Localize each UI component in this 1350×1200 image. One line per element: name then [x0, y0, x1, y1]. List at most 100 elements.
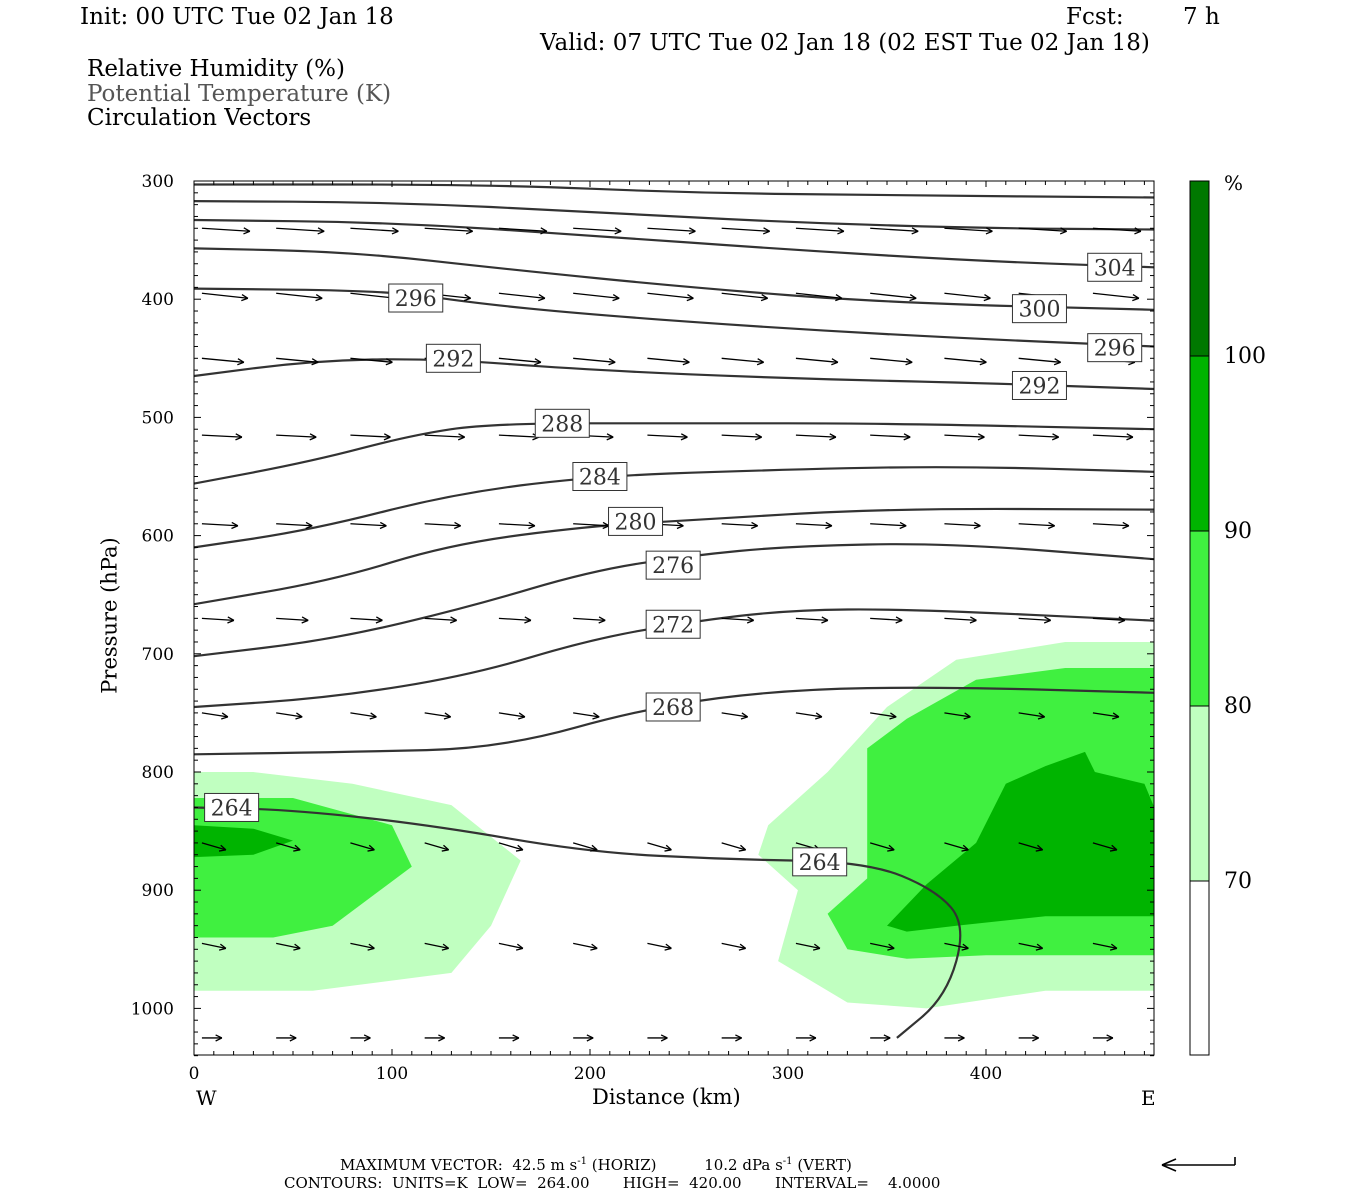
vector-arrow-head	[592, 716, 600, 720]
theta-contour-308	[194, 200, 1154, 231]
init-time: Init: 00 UTC Tue 02 Jan 18	[80, 4, 394, 30]
vector-arrow-head	[441, 947, 449, 951]
vector-arrow	[647, 292, 694, 299]
contour-label-box	[645, 550, 701, 580]
vector-arrow-head	[1053, 361, 1061, 366]
vector-arrow-head	[289, 1037, 297, 1042]
vector-arrow-head	[376, 616, 383, 621]
vector-arrow	[870, 292, 917, 299]
vector-arrow-head	[1118, 616, 1126, 621]
theta-contour-276	[194, 543, 1154, 658]
vector-arrow-head	[683, 358, 690, 363]
vector-arrow-head	[905, 358, 913, 363]
vector-arrow	[944, 942, 969, 950]
vector-arrow-head	[973, 521, 981, 527]
x-right-end-label: E	[1141, 1086, 1156, 1110]
y-tick-label: 300	[142, 172, 174, 192]
vector-arrow-head	[441, 849, 449, 852]
vector-arrow-head	[586, 1034, 594, 1039]
vector-arrow-head	[676, 525, 684, 530]
vector-arrow-head	[221, 716, 229, 720]
vector-arrow-head	[443, 716, 451, 720]
max-vector-arrow	[1161, 1157, 1236, 1172]
colorbar-level-label: 90	[1224, 519, 1252, 544]
vector-arrow	[276, 357, 319, 363]
vector-arrow-head	[887, 947, 895, 951]
vector-arrow-head	[1126, 436, 1134, 441]
vector-arrow-head	[821, 619, 829, 624]
vector-arrow-head	[1059, 230, 1067, 235]
vector-arrow	[498, 227, 547, 232]
contour-label-box	[645, 692, 701, 722]
axes: 0 100 200 300 400 300 400 500 600 700 800 900 1000	[131, 172, 1154, 1084]
theta-contour-292	[194, 358, 1154, 391]
colorbar-segment	[1190, 356, 1209, 531]
vector-arrow-head	[515, 947, 524, 951]
vector-arrow	[721, 523, 758, 527]
vector-arrow-head	[590, 849, 598, 852]
vector-arrow-head	[984, 294, 991, 299]
colorbar-frame	[1189, 180, 1210, 1056]
vector-arrow-head	[1038, 712, 1046, 718]
vector-arrow-head	[1112, 712, 1120, 718]
vector-arrow-head	[464, 294, 472, 299]
vector-arrow	[498, 617, 531, 621]
vector-arrow-head	[686, 297, 694, 302]
vector-arrow-head	[979, 361, 987, 366]
vector-arrow-head	[665, 844, 672, 851]
vector-arrow-head	[370, 712, 377, 718]
vector-arrow	[870, 617, 903, 621]
vector-arrow-head	[1109, 849, 1118, 852]
vector-arrow-head	[438, 1037, 445, 1042]
vector-arrow	[1018, 842, 1043, 851]
vector-arrow	[201, 523, 238, 527]
vector-arrow-head	[466, 227, 473, 232]
vector-arrow-head	[895, 616, 903, 621]
vector-arrow-head	[738, 947, 746, 951]
vector-arrow	[647, 942, 672, 950]
vector-arrow-head	[524, 616, 532, 621]
vector-arrow-head	[977, 433, 985, 438]
vector-arrow-head	[444, 712, 452, 718]
vector-arrow	[350, 942, 375, 950]
vector-arrow-head	[586, 1037, 594, 1042]
vector-arrow-head	[317, 230, 325, 235]
vector-arrow	[201, 357, 244, 363]
vector-arrow-head	[614, 230, 622, 235]
vector-arrow-head	[295, 716, 303, 720]
vector-arrow-head	[215, 1034, 223, 1039]
vector-arrow-head	[1044, 616, 1051, 621]
vector-arrow	[795, 292, 842, 299]
vector-arrow	[944, 712, 971, 718]
colorbar: 100 90 80 70%	[1189, 171, 1266, 1056]
vector-arrow-head	[815, 716, 823, 720]
vector-arrow	[498, 942, 524, 950]
rh-region-90-100	[194, 825, 293, 858]
vector-arrow	[721, 842, 746, 851]
vector-arrow	[944, 357, 987, 363]
vector-arrow	[795, 617, 828, 621]
vector-arrow-head	[835, 294, 843, 299]
vector-arrow-head	[899, 521, 907, 527]
vector-arrow-head	[899, 525, 907, 530]
vector-arrow-head	[903, 436, 911, 441]
vector-arrow-head	[449, 619, 457, 624]
vector-arrow-head	[311, 361, 319, 366]
vector-arrow-head	[591, 844, 598, 851]
vector-arrow-head	[983, 297, 991, 302]
vector-arrow-head	[317, 227, 325, 232]
vector-arrow	[944, 227, 993, 232]
vector-arrow	[276, 942, 301, 950]
vector-arrow-head	[293, 947, 301, 951]
vector-arrow-head	[241, 294, 249, 299]
vector-arrow	[1018, 227, 1067, 232]
contour-label: 268	[652, 696, 694, 721]
vector-arrow	[721, 942, 746, 950]
vector-arrow-head	[243, 230, 251, 235]
x-axis-title: Distance (km)	[592, 1085, 741, 1109]
vector-arrow-head	[591, 943, 598, 949]
vector-arrow-head	[1037, 844, 1044, 851]
vector-arrow-head	[367, 947, 375, 951]
vector-arrow	[1092, 617, 1125, 621]
vector-arrow	[498, 523, 535, 527]
